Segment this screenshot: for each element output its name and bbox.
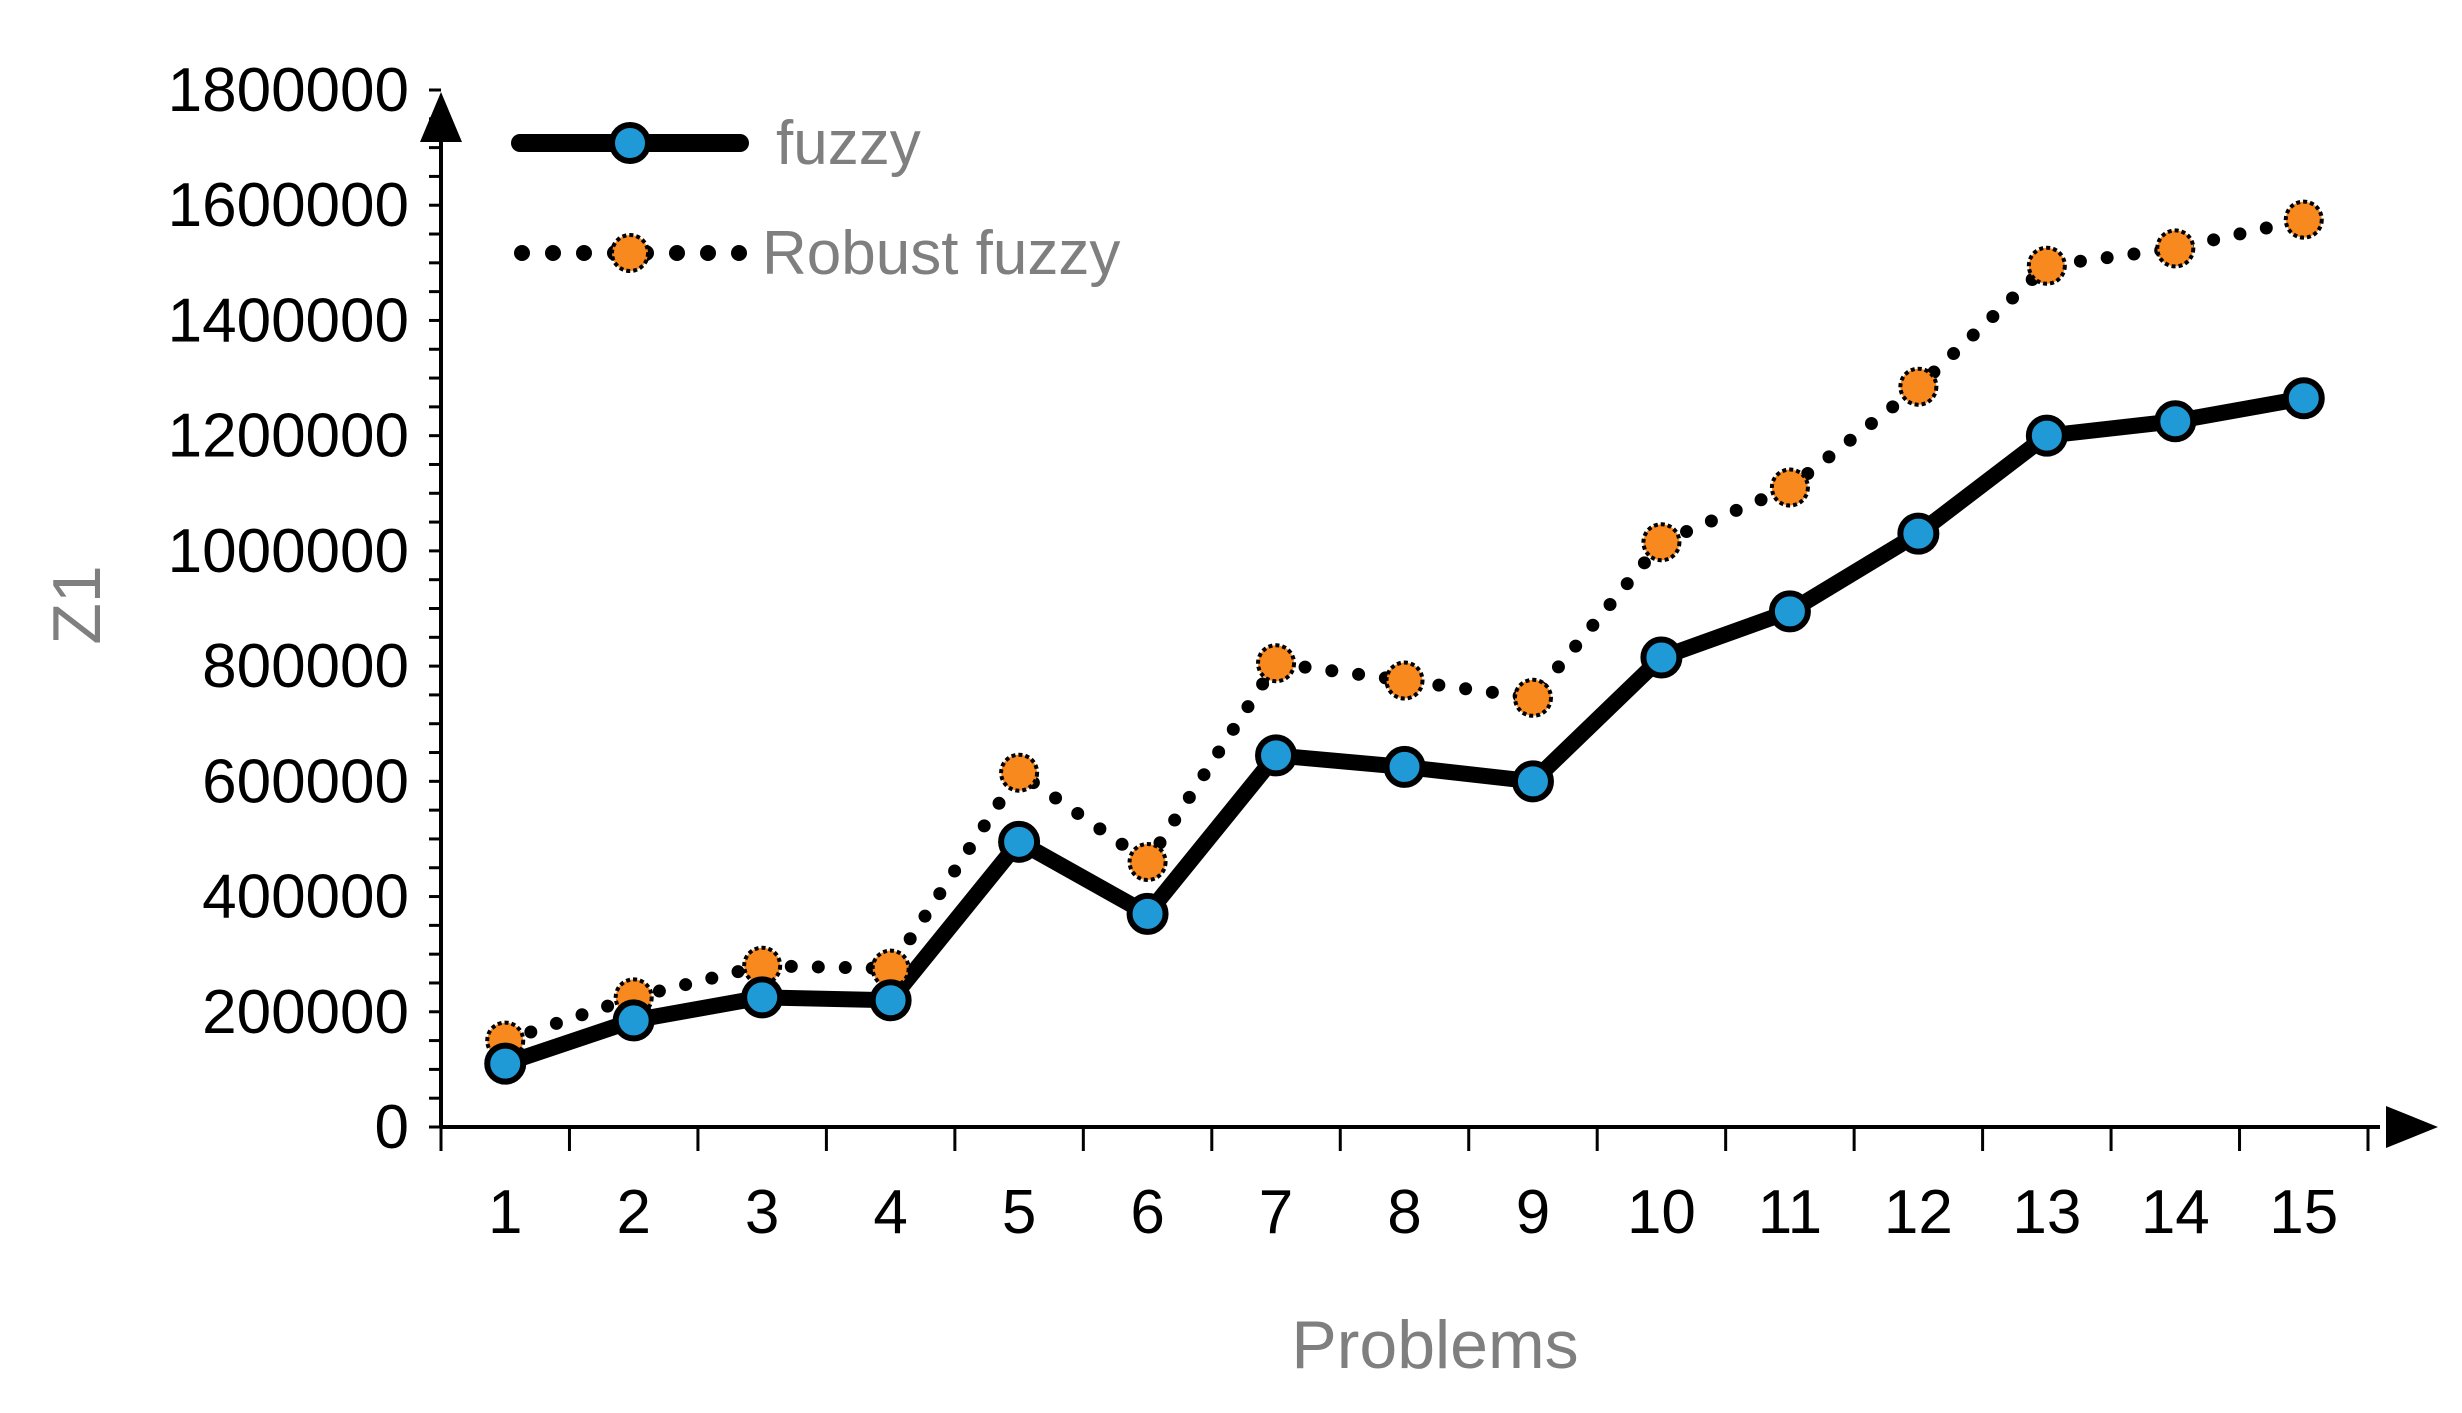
series-markers [484,199,2325,1085]
x-tick-label: 2 [616,1178,650,1247]
tick-labels: 0 200000 400000 600000 800000 1000000 1200000 1… [168,56,2339,1247]
x-axis-title: Problems [1291,1307,1578,1383]
legend-label-fuzzy: fuzzy [776,109,921,178]
x-tick-label: 1 [488,1178,522,1247]
data-point-fuzzy [1640,636,1683,679]
data-point-robust-fuzzy [1384,660,1425,701]
data-point-robust-fuzzy [1769,467,1810,508]
y-tick-label: 1200000 [168,402,409,471]
y-tick-label: 0 [375,1093,409,1162]
data-point-fuzzy [612,999,655,1042]
data-point-robust-fuzzy [1512,677,1553,718]
legend-item-fuzzy: fuzzy [511,109,921,178]
data-point-robust-fuzzy [1127,841,1168,882]
x-tick-label: 12 [1884,1178,1953,1247]
x-tick-label: 7 [1259,1178,1293,1247]
data-point-fuzzy [2025,414,2068,457]
legend-label-robust-fuzzy: Robust fuzzy [762,219,1120,288]
data-point-robust-fuzzy [1641,522,1682,563]
y-tick-label: 1600000 [168,171,409,240]
legend-marker-robust-fuzzy [610,233,650,273]
data-point-fuzzy [1383,745,1426,788]
axes [420,92,2438,1148]
data-point-robust-fuzzy [999,752,1040,793]
legend-marker-fuzzy [609,122,651,164]
x-tick-label: 10 [1627,1178,1696,1247]
y-axis-title: Z1 [39,565,115,644]
y-tick-label: 1400000 [168,286,409,355]
x-tick-label: 4 [873,1178,907,1247]
y-tick-label: 1000000 [168,517,409,586]
x-tick-label: 6 [1130,1178,1164,1247]
data-point-robust-fuzzy [2283,199,2324,240]
x-tick-label: 9 [1516,1178,1550,1247]
x-tick-label: 3 [745,1178,779,1247]
data-point-robust-fuzzy [1898,366,1939,407]
series-lines [497,213,2312,1072]
data-point-fuzzy [741,976,784,1019]
data-point-fuzzy [2282,377,2325,420]
data-point-fuzzy [1897,512,1940,555]
x-tick-label: 5 [1002,1178,1036,1247]
data-point-robust-fuzzy [2155,228,2196,269]
data-point-fuzzy [484,1042,527,1085]
data-point-fuzzy [1511,760,1554,803]
legend: fuzzy Robust fuzzy [511,109,1120,288]
data-point-fuzzy [2154,400,2197,443]
data-point-robust-fuzzy [1256,643,1297,684]
y-tick-label: 800000 [202,632,409,701]
data-point-fuzzy [1255,734,1298,777]
legend-item-robust-fuzzy: Robust fuzzy [514,219,1120,288]
series-line-robust-fuzzy [498,213,2311,1048]
tick-marks [429,88,2370,1151]
y-tick-label: 400000 [202,863,409,932]
x-axis-arrow [2386,1106,2438,1148]
data-point-robust-fuzzy [2026,245,2067,286]
x-tick-label: 15 [2269,1178,2338,1247]
data-point-fuzzy [869,979,912,1022]
data-point-fuzzy [1768,590,1811,633]
x-tick-label: 8 [1387,1178,1421,1247]
data-point-fuzzy [998,820,1041,863]
x-tick-label: 14 [2141,1178,2210,1247]
data-point-fuzzy [1126,892,1169,935]
x-tick-label: 11 [1758,1178,1822,1247]
y-tick-label: 600000 [202,747,409,816]
y-axis-arrow [420,92,462,142]
y-tick-label: 1800000 [168,56,409,125]
y-tick-label: 200000 [202,978,409,1047]
x-tick-label: 13 [2012,1178,2081,1247]
